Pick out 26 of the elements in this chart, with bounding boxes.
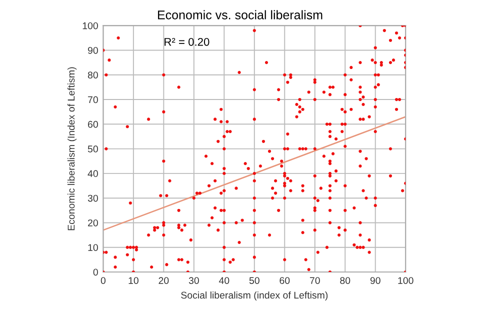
x-tick-label: 60 [280,277,290,284]
x-tick-label: 50 [249,277,260,284]
y-tick-label: 90 [88,46,98,54]
y-tick-label: 20 [88,219,98,226]
y-axis-title: Economic liberalism (Index of Leftism) [68,67,77,230]
y-tick-label: 40 [88,170,98,178]
y-tick-label: 50 [88,146,98,152]
x-tick-label: 10 [128,277,138,284]
x-tick-label: 90 [370,277,380,284]
y-tick-label: 0 [93,268,98,276]
chart-title: Economic vs. social liberalism [158,10,322,20]
x-tick-label: 20 [158,277,169,284]
x-tick-label: 100 [398,277,414,284]
y-tick-label: 10 [88,244,98,251]
x-axis-title: Social liberalism (index of Leftism) [181,291,328,301]
y-tick-label: 80 [88,72,98,78]
x-tick-label: 30 [188,277,199,284]
y-tick-label: 60 [88,120,98,128]
y-tick-label: 30 [88,194,98,202]
x-tick-label: 80 [340,277,350,284]
annotation: R² = 0.20 [164,38,210,46]
y-tick-label: 70 [88,96,98,104]
x-tick-label: 0 [100,277,106,284]
y-tick-label: 100 [82,22,98,30]
x-tick-label: 40 [218,277,230,284]
x-tick-label: 70 [310,277,320,284]
